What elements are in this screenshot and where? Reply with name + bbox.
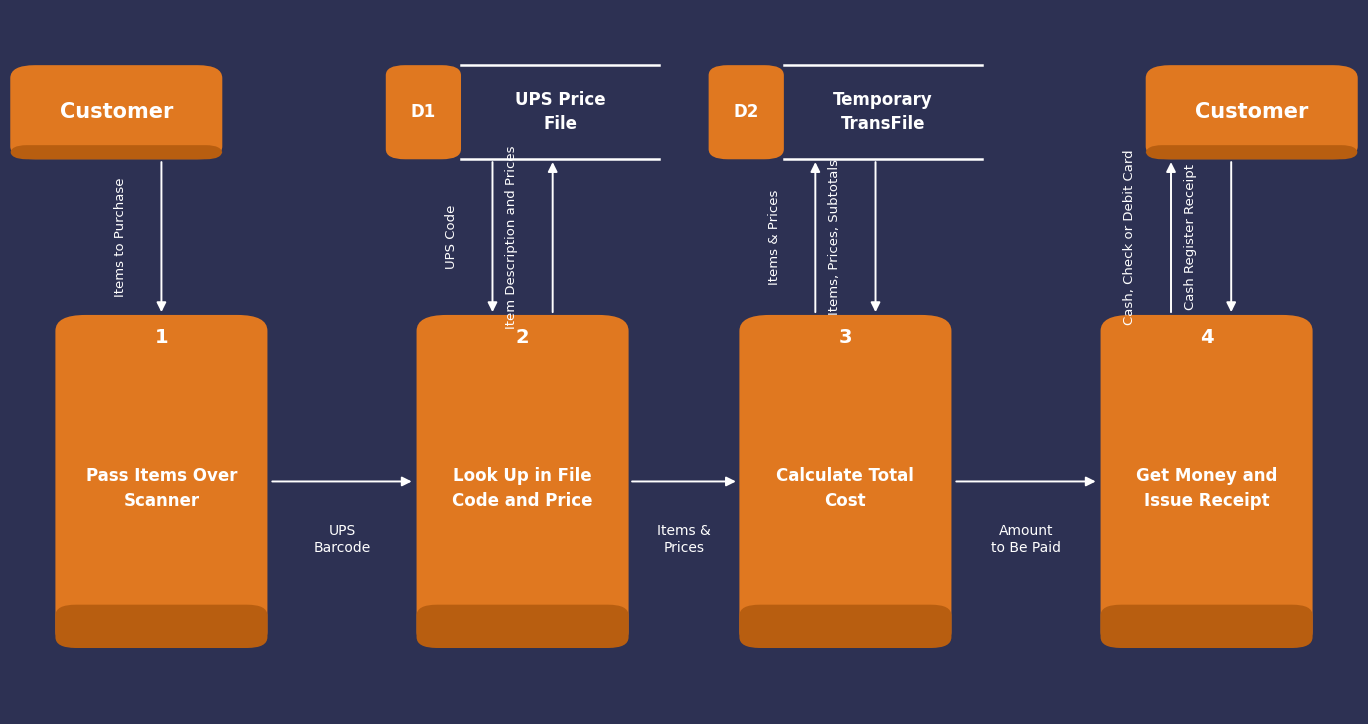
FancyBboxPatch shape bbox=[739, 315, 951, 648]
Text: Look Up in File
Code and Price: Look Up in File Code and Price bbox=[453, 467, 592, 510]
Text: Get Money and
Issue Receipt: Get Money and Issue Receipt bbox=[1135, 467, 1278, 510]
Text: Pass Items Over
Scanner: Pass Items Over Scanner bbox=[86, 467, 237, 510]
Text: Items &
Prices: Items & Prices bbox=[657, 523, 711, 555]
Text: UPS Price
File: UPS Price File bbox=[514, 91, 606, 133]
Text: Temporary
TransFile: Temporary TransFile bbox=[833, 91, 933, 133]
Text: Cash, Check or Debit Card: Cash, Check or Debit Card bbox=[1123, 149, 1137, 325]
FancyBboxPatch shape bbox=[1100, 315, 1312, 648]
Text: 4: 4 bbox=[1200, 328, 1213, 347]
Text: D1: D1 bbox=[410, 104, 436, 121]
Text: Items, Prices, Subtotals: Items, Prices, Subtotals bbox=[828, 159, 841, 315]
FancyBboxPatch shape bbox=[1146, 146, 1357, 159]
FancyBboxPatch shape bbox=[1100, 605, 1312, 648]
FancyBboxPatch shape bbox=[55, 315, 268, 648]
FancyBboxPatch shape bbox=[1146, 65, 1357, 159]
FancyBboxPatch shape bbox=[11, 146, 222, 159]
Text: UPS
Barcode: UPS Barcode bbox=[313, 523, 371, 555]
Text: 1: 1 bbox=[155, 328, 168, 347]
Text: D2: D2 bbox=[733, 104, 759, 121]
FancyBboxPatch shape bbox=[416, 315, 628, 648]
FancyBboxPatch shape bbox=[709, 65, 784, 159]
Text: Item Description and Prices: Item Description and Prices bbox=[505, 146, 518, 329]
Text: Items & Prices: Items & Prices bbox=[767, 190, 781, 285]
Text: Calculate Total
Cost: Calculate Total Cost bbox=[777, 467, 914, 510]
Text: 3: 3 bbox=[839, 328, 852, 347]
Text: Customer: Customer bbox=[60, 102, 172, 122]
Text: Cash Register Receipt: Cash Register Receipt bbox=[1183, 164, 1197, 310]
Text: 2: 2 bbox=[516, 328, 529, 347]
Text: UPS Code: UPS Code bbox=[445, 205, 458, 269]
FancyBboxPatch shape bbox=[55, 605, 268, 648]
Text: Customer: Customer bbox=[1196, 102, 1308, 122]
FancyBboxPatch shape bbox=[386, 65, 461, 159]
FancyBboxPatch shape bbox=[416, 605, 628, 648]
FancyBboxPatch shape bbox=[11, 65, 222, 159]
FancyBboxPatch shape bbox=[739, 605, 951, 648]
Text: Items to Purchase: Items to Purchase bbox=[114, 177, 127, 297]
Text: Amount
to Be Paid: Amount to Be Paid bbox=[990, 523, 1062, 555]
